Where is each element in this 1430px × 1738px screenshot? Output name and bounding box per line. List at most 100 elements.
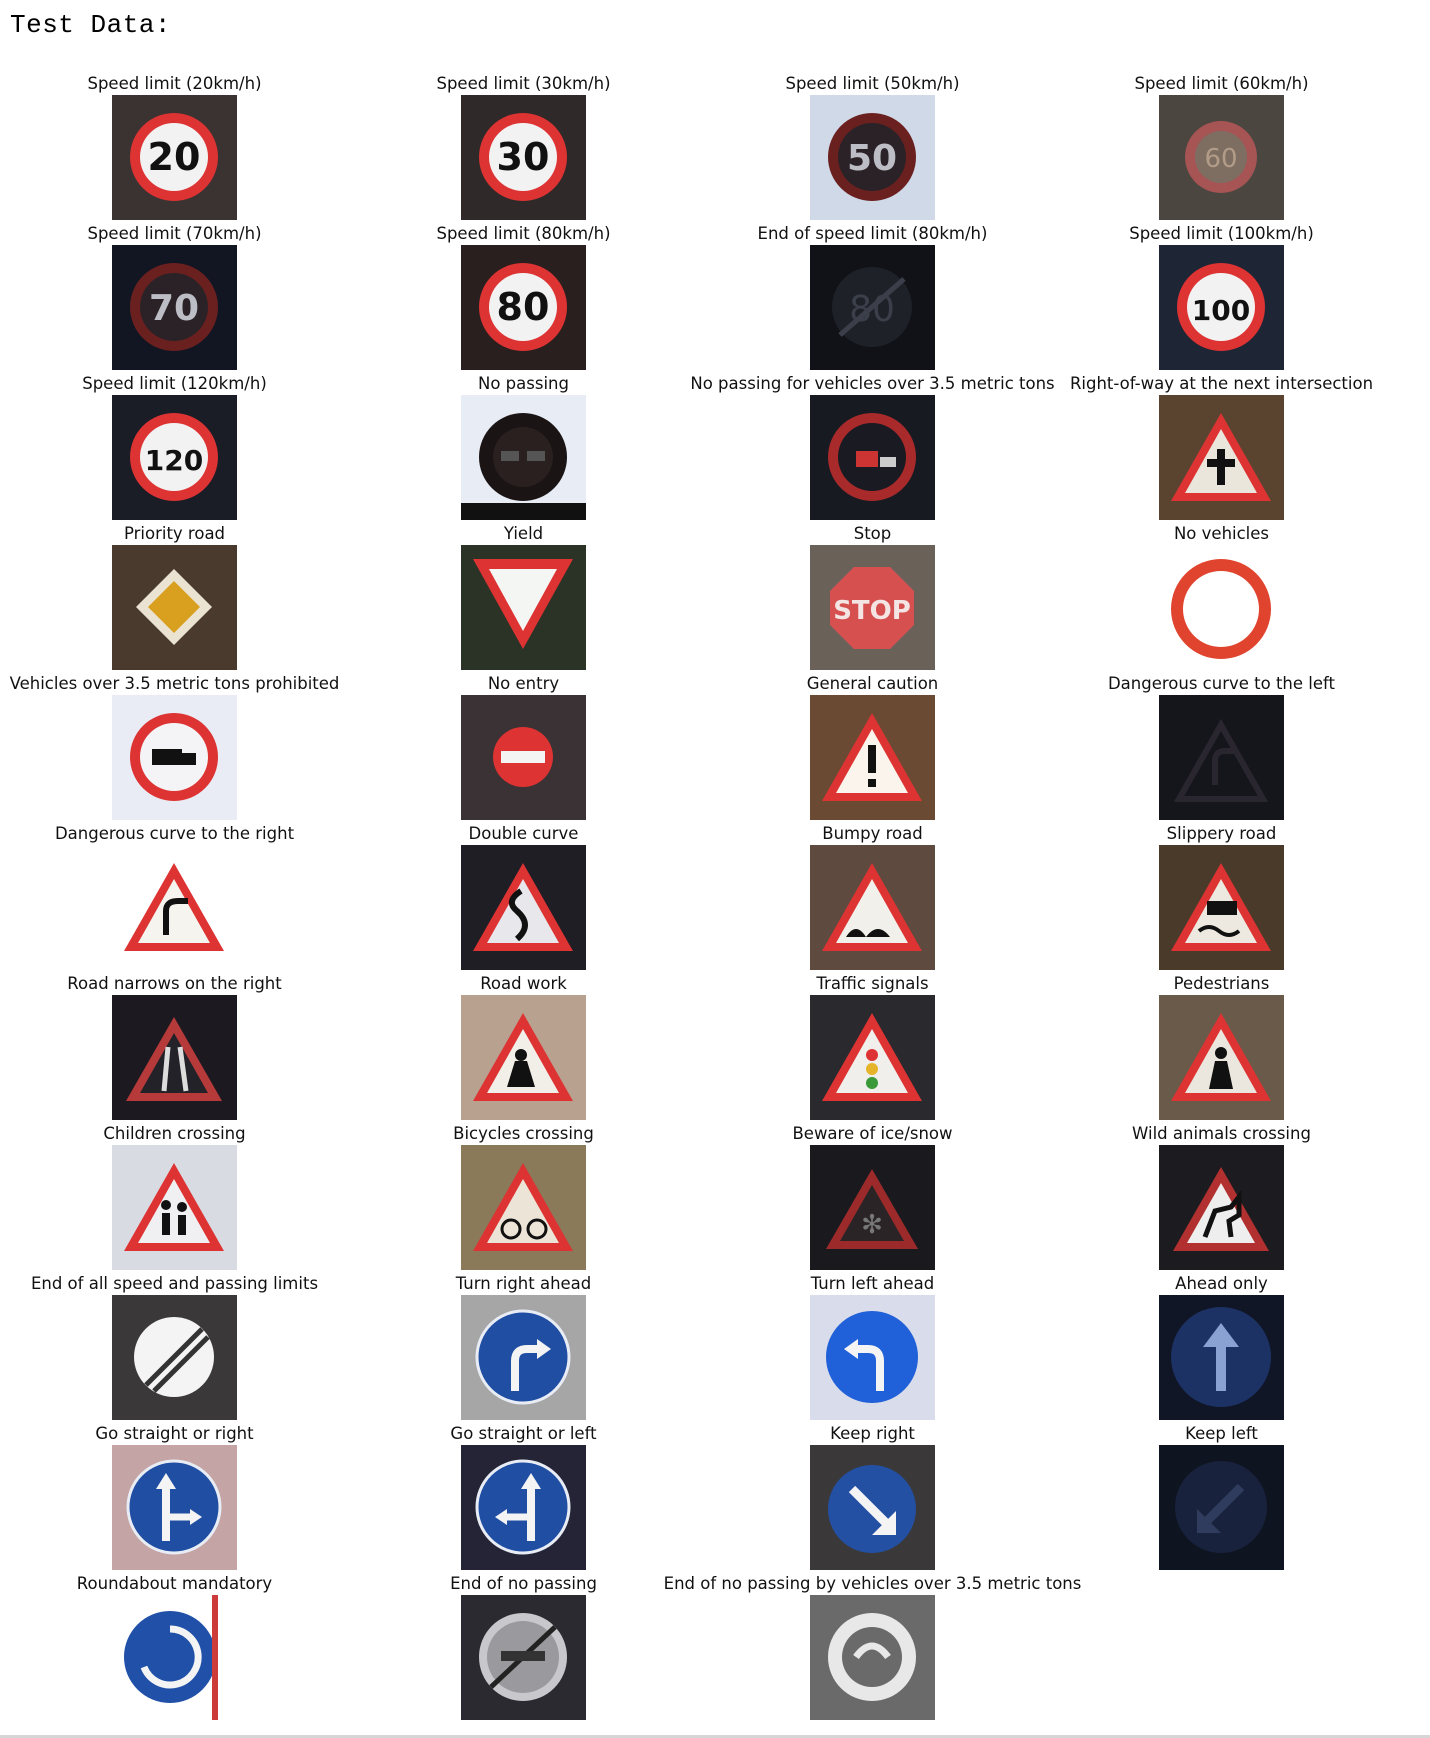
svg-text:120: 120 [145, 444, 203, 477]
svg-text:60: 60 [1204, 144, 1237, 174]
sign-cell: Vehicles over 3.5 metric tons prohibited [0, 670, 349, 820]
sign-cell: Right-of-way at the next intersection [1047, 370, 1396, 520]
test-data-heading: Test Data: [10, 10, 172, 40]
traffic-sign-image: 80 [810, 245, 935, 370]
sign-label: End of no passing by vehicles over 3.5 m… [663, 1574, 1082, 1593]
sign-cell: Yield [349, 520, 698, 670]
sign-cell: Go straight or right [0, 1420, 349, 1570]
traffic-sign-image [1159, 545, 1284, 670]
sign-label: Stop [853, 524, 892, 543]
traffic-sign-image [810, 1295, 935, 1420]
traffic-sign-image [810, 995, 935, 1120]
traffic-sign-image [810, 1445, 935, 1570]
sign-cell: Pedestrians [1047, 970, 1396, 1120]
sign-cell: No vehicles [1047, 520, 1396, 670]
sign-cell: Ahead only [1047, 1270, 1396, 1420]
svg-text:STOP: STOP [833, 596, 911, 626]
sign-cell: Bumpy road [698, 820, 1047, 970]
traffic-sign-image: 60 [1159, 95, 1284, 220]
sign-cell: No passing [349, 370, 698, 520]
sign-label: Speed limit (120km/h) [82, 374, 267, 393]
sign-label: Turn left ahead [810, 1274, 935, 1293]
traffic-sign-image [461, 1145, 586, 1270]
sign-cell: Road narrows on the right [0, 970, 349, 1120]
sign-cell: Speed limit (100km/h) 100 [1047, 220, 1396, 370]
sign-cell: Wild animals crossing [1047, 1120, 1396, 1270]
sign-label: Speed limit (60km/h) [1134, 74, 1309, 93]
sign-label: Yield [503, 524, 544, 543]
sign-cell: Go straight or left [349, 1420, 698, 1570]
traffic-sign-image [1159, 1445, 1284, 1570]
sign-cell: No passing for vehicles over 3.5 metric … [690, 370, 1055, 520]
bottom-divider [0, 1735, 1430, 1738]
sign-label: Turn right ahead [455, 1274, 592, 1293]
traffic-sign-image [461, 845, 586, 970]
sign-label: Keep left [1185, 1424, 1258, 1443]
traffic-sign-image [461, 1295, 586, 1420]
traffic-sign-image [810, 1595, 935, 1720]
sign-cell: Children crossing [0, 1120, 349, 1270]
sign-label: Vehicles over 3.5 metric tons prohibited [9, 674, 340, 693]
traffic-sign-image: ✻ [810, 1145, 935, 1270]
sign-label: End of all speed and passing limits [30, 1274, 319, 1293]
sign-cell: Speed limit (80km/h) 80 [349, 220, 698, 370]
svg-text:80: 80 [497, 285, 550, 329]
traffic-sign-image [112, 1595, 237, 1720]
sign-label: Beware of ice/snow [792, 1124, 953, 1143]
traffic-sign-image [810, 845, 935, 970]
sign-label: Dangerous curve to the left [1107, 674, 1336, 693]
sign-cell: Double curve [349, 820, 698, 970]
traffic-sign-image [112, 1445, 237, 1570]
sign-cell: Slippery road [1047, 820, 1396, 970]
sign-label: Speed limit (20km/h) [87, 74, 262, 93]
traffic-sign-image [112, 995, 237, 1120]
sign-cell: Keep left [1047, 1420, 1396, 1570]
sign-cell: Roundabout mandatory [0, 1570, 349, 1720]
sign-label: Speed limit (80km/h) [436, 224, 611, 243]
sign-cell: End of no passing by vehicles over 3.5 m… [664, 1570, 1081, 1720]
sign-cell: Speed limit (60km/h) 60 [1047, 70, 1396, 220]
traffic-sign-image [112, 545, 237, 670]
sign-cell: No entry [349, 670, 698, 820]
sign-label: Bumpy road [822, 824, 923, 843]
sign-label: Roundabout mandatory [76, 1574, 273, 1593]
sign-cell: Speed limit (30km/h) 30 [349, 70, 698, 220]
sign-cell: End of no passing [349, 1570, 698, 1720]
sign-label: Go straight or left [450, 1424, 597, 1443]
sign-cell: Speed limit (50km/h) 50 [698, 70, 1047, 220]
traffic-sign-image [112, 1145, 237, 1270]
sign-cell: General caution [698, 670, 1047, 820]
sign-cell: Priority road [0, 520, 349, 670]
sign-label: General caution [806, 674, 939, 693]
sign-label: Bicycles crossing [453, 1124, 594, 1143]
traffic-sign-image [461, 395, 586, 520]
traffic-sign-image [112, 845, 237, 970]
sign-label: Speed limit (70km/h) [87, 224, 262, 243]
traffic-sign-image: 100 [1159, 245, 1284, 370]
sign-cell: Beware of ice/snow ✻ [698, 1120, 1047, 1270]
svg-text:✻: ✻ [861, 1210, 883, 1240]
sign-cell: Turn left ahead [698, 1270, 1047, 1420]
sign-cell: End of speed limit (80km/h) 80 [698, 220, 1047, 370]
sign-label: No passing [478, 374, 569, 393]
traffic-sign-image [461, 995, 586, 1120]
traffic-sign-image [1159, 995, 1284, 1120]
traffic-sign-image [112, 695, 237, 820]
sign-cell: Road work [349, 970, 698, 1120]
svg-text:20: 20 [148, 135, 201, 179]
sign-cell: Dangerous curve to the right [0, 820, 349, 970]
sign-cell: Speed limit (120km/h) 120 [0, 370, 349, 520]
traffic-sign-image: 80 [461, 245, 586, 370]
traffic-sign-image [1159, 395, 1284, 520]
svg-text:50: 50 [847, 138, 897, 179]
sign-cell: Keep right [698, 1420, 1047, 1570]
sign-label: Priority road [123, 524, 226, 543]
traffic-sign-image: 50 [810, 95, 935, 220]
traffic-sign-image: 30 [461, 95, 586, 220]
traffic-sign-image: 120 [112, 395, 237, 520]
sign-label: Go straight or right [95, 1424, 254, 1443]
sign-cell: Traffic signals [698, 970, 1047, 1120]
sign-cell: Stop STOP [698, 520, 1047, 670]
sign-label: Traffic signals [816, 974, 929, 993]
svg-text:100: 100 [1192, 294, 1250, 327]
